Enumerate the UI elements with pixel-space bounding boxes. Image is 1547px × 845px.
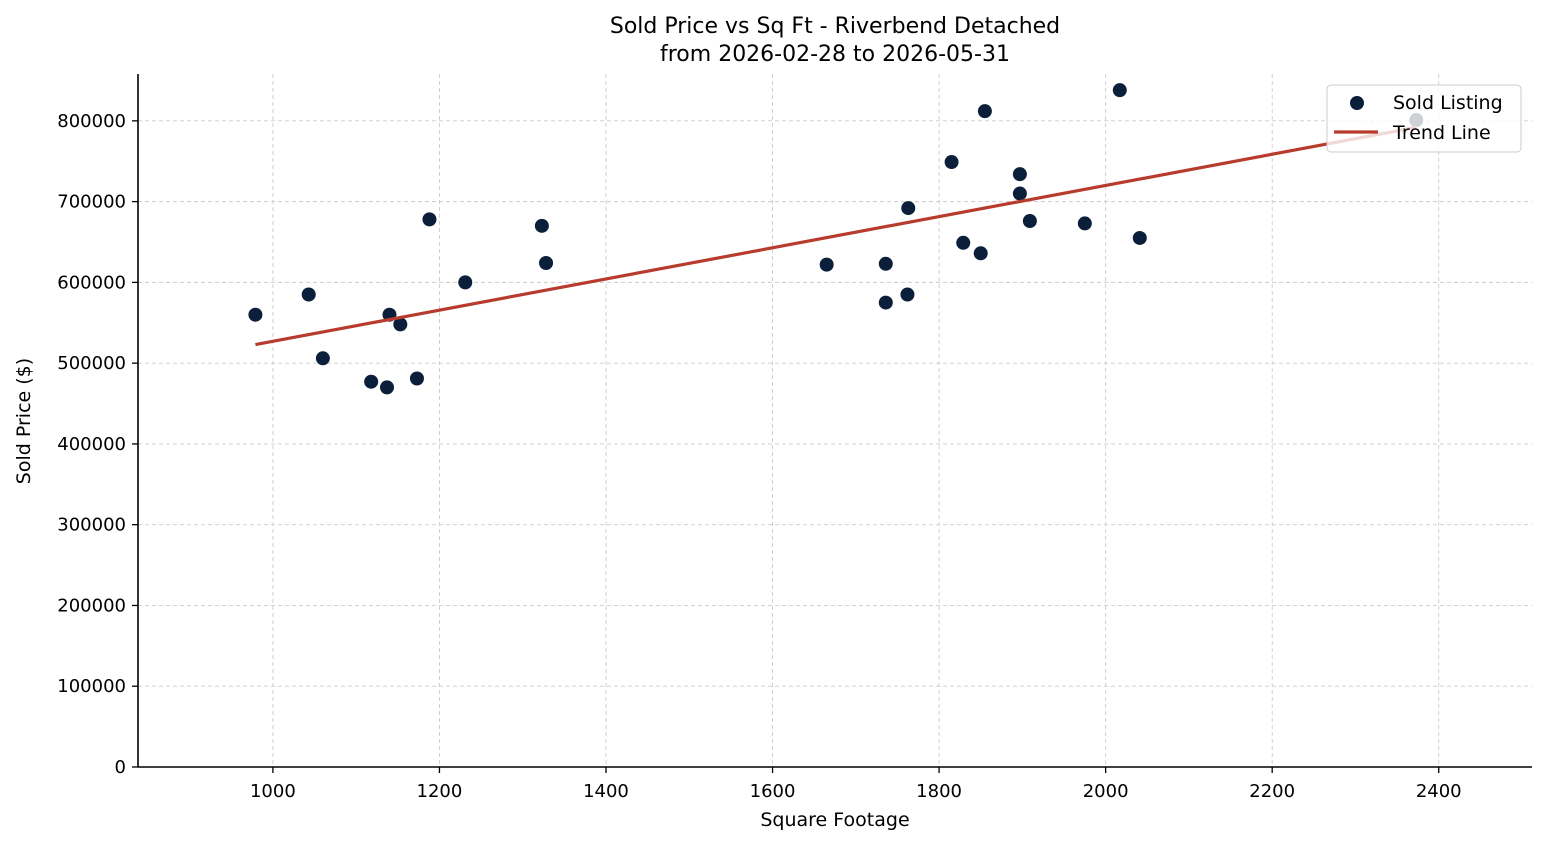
scatter-point [409, 371, 424, 386]
scatter-point [248, 307, 263, 322]
x-tick-label: 2400 [1416, 781, 1462, 802]
scatter-point [944, 155, 959, 170]
chart-title-line2: from 2026-02-28 to 2026-05-31 [660, 42, 1010, 67]
x-tick-label: 2000 [1083, 781, 1129, 802]
scatter-point [315, 351, 330, 366]
scatter-point [393, 317, 408, 332]
x-tick-label: 2200 [1249, 781, 1295, 802]
axes-spines [137, 74, 1532, 768]
scatter-point [534, 218, 549, 233]
tick-layer: 1000 1200 1400 1600 1800 2000 2200 2400 0 100000 2… [57, 111, 1461, 802]
scatter-point [364, 374, 379, 389]
scatter-point [1022, 214, 1037, 228]
scatter-point [1132, 230, 1147, 245]
y-axis-label: Sold Price ($) [13, 358, 35, 484]
scatter-point [956, 235, 971, 250]
y-tick-label: 100000 [57, 676, 126, 697]
y-tick-label: 600000 [57, 272, 126, 293]
y-tick-label: 400000 [57, 434, 126, 455]
x-tick-label: 1800 [916, 781, 962, 802]
y-tick-label: 200000 [57, 595, 126, 616]
legend-frame [1326, 84, 1522, 153]
series-layer [248, 83, 1424, 395]
x-tick-label: 1000 [250, 781, 296, 802]
scatter-point [901, 201, 916, 216]
legend-label-sold-listing: Sold Listing [1393, 92, 1503, 114]
x-tick-label: 1400 [583, 781, 629, 802]
scatter-point [379, 380, 394, 395]
scatter-point [878, 256, 893, 271]
scatter-point [900, 287, 915, 302]
legend-label-trend-line: Trend Line [1392, 122, 1491, 144]
scatter-point [422, 212, 437, 227]
legend-marker-sold-listing [1350, 96, 1364, 110]
scatter-point [301, 287, 316, 302]
y-tick-label: 300000 [57, 515, 126, 536]
y-tick-label: 700000 [57, 192, 126, 213]
grid-layer [138, 74, 1532, 768]
trend-line [255, 125, 1417, 347]
scatter-point [1112, 83, 1127, 98]
scatter-point [458, 275, 473, 290]
y-tick-label: 500000 [57, 353, 126, 374]
x-tick-label: 1200 [417, 781, 463, 802]
chart-title-line1: Sold Price vs Sq Ft - Riverbend Detached [610, 14, 1060, 39]
scatter-point [973, 246, 988, 261]
y-tick-label: 800000 [57, 111, 126, 132]
y-tick-label: 0 [115, 757, 126, 778]
scatter-point [878, 295, 893, 310]
legend: Sold Listing Trend Line [1326, 84, 1522, 153]
scatter-point [819, 257, 834, 272]
scatter-point [1077, 216, 1092, 231]
scatter-point [1012, 167, 1027, 182]
x-tick-label: 1600 [750, 781, 796, 802]
scatter-point [977, 104, 992, 119]
x-axis-label: Square Footage [760, 809, 909, 831]
scatter-point [539, 256, 554, 270]
scatter-point [1012, 186, 1027, 201]
